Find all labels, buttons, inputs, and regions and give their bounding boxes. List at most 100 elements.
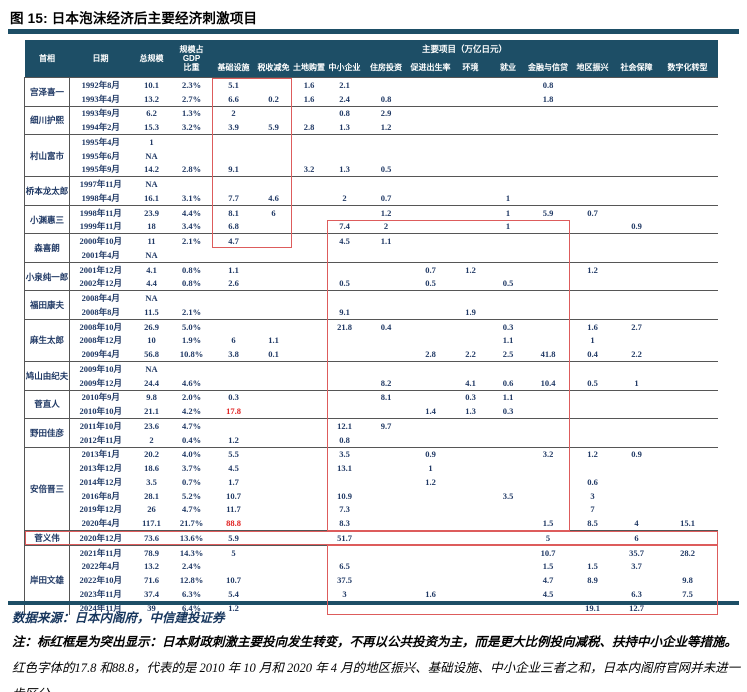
value-cell xyxy=(570,433,616,447)
date-cell: 2010年9月 xyxy=(69,389,132,405)
value-cell xyxy=(616,92,658,106)
col-header-gdp: 规模占GDP 比重 xyxy=(171,40,212,78)
value-cell: 2.6 xyxy=(228,278,239,289)
total-cell: 11 xyxy=(131,233,172,248)
col-header-main-items: 主要项目（万亿日元） xyxy=(211,40,718,58)
value-cell xyxy=(212,560,256,574)
value-cell xyxy=(410,92,452,106)
value-cell xyxy=(526,261,570,277)
total-cell: NA xyxy=(131,176,172,191)
value-cell: 10.7 xyxy=(226,490,241,501)
date-cell: 2016年8月 xyxy=(81,490,120,501)
value-cell xyxy=(212,305,256,319)
value-cell xyxy=(657,318,718,334)
gdp-cell xyxy=(171,360,212,376)
value-cell xyxy=(616,433,658,447)
total-cell: 20.2 xyxy=(131,446,172,462)
value-cell xyxy=(658,334,718,348)
value-cell xyxy=(362,360,410,376)
date-cell: 2009年12月 xyxy=(79,377,122,388)
value-cell: 2.9 xyxy=(362,105,410,121)
value-cell xyxy=(256,248,292,262)
value-cell xyxy=(570,191,616,205)
value-cell xyxy=(570,461,616,475)
value-cell xyxy=(363,404,410,418)
value-cell xyxy=(616,404,658,418)
value-cell xyxy=(570,305,616,319)
value-cell: 5.9 xyxy=(268,122,279,133)
value-cell xyxy=(291,417,327,433)
value-cell xyxy=(452,149,490,163)
table-row: 鸠山由纪夫 2009年10月 NA xyxy=(24,360,718,390)
value-cell xyxy=(255,530,292,546)
value-cell: 10.7 xyxy=(226,575,241,586)
value-cell xyxy=(570,163,616,177)
value-cell xyxy=(255,133,292,149)
value-cell: 4.5 xyxy=(228,463,239,474)
table-row: 2013年12月 18.6 3.7% 4.5 13.1 1 xyxy=(25,461,718,475)
total-cell: 4.1 xyxy=(131,261,172,277)
value-cell xyxy=(489,133,527,149)
value-cell xyxy=(489,360,527,376)
value-cell xyxy=(292,404,327,418)
value-cell: 1.8 xyxy=(542,93,554,104)
total-cell: 117.1 xyxy=(142,518,161,529)
value-cell: 19.1 xyxy=(585,602,600,613)
value-cell xyxy=(616,305,658,319)
gdp-cell: 4.7% xyxy=(181,504,202,515)
value-cell xyxy=(410,503,452,517)
gdp-cell: 2.8% xyxy=(181,164,202,175)
value-cell xyxy=(452,475,490,489)
pm-cell: 细川护熙 xyxy=(24,105,70,135)
value-cell: 7.3 xyxy=(339,504,350,515)
value-cell xyxy=(526,389,570,405)
value-cell xyxy=(489,76,527,92)
col-header-item: 基础设施 xyxy=(211,58,256,78)
table-row: 1994年2月 15.3 3.2% 3.9 5.9 2.8 1.3 1.2 xyxy=(25,120,718,134)
value-cell xyxy=(570,277,616,291)
table-row: 2012年11月 2 0.4% 1.2 0.8 xyxy=(25,433,718,447)
value-cell xyxy=(410,376,452,390)
value-cell: 11.7 xyxy=(226,504,241,515)
value-cell: 1.6 xyxy=(425,588,436,599)
value-cell xyxy=(327,404,363,418)
pm-cell: 宫泽喜一 xyxy=(24,77,70,106)
date-cell: 2000年10月 xyxy=(69,233,132,248)
value-cell xyxy=(256,587,292,601)
value-cell xyxy=(657,133,718,149)
value-cell: 1.3 xyxy=(339,164,350,175)
gdp-cell: 0.4% xyxy=(181,434,202,445)
value-cell: 1.1 xyxy=(489,389,527,405)
value-cell xyxy=(362,290,410,305)
value-cell xyxy=(657,261,718,277)
value-cell xyxy=(451,204,490,220)
value-cell xyxy=(527,120,570,134)
value-cell xyxy=(569,417,616,433)
value-cell xyxy=(616,120,658,134)
value-cell: 0.8 xyxy=(526,76,570,92)
value-cell xyxy=(256,475,292,489)
col-header-date: 日期 xyxy=(69,40,132,78)
value-cell xyxy=(452,163,490,177)
value-cell xyxy=(363,516,410,530)
value-cell xyxy=(570,220,616,234)
value-cell: 5.4 xyxy=(228,588,239,599)
value-cell xyxy=(291,318,327,334)
pm-cell: 福田康夫 xyxy=(24,290,70,320)
value-cell xyxy=(256,503,292,517)
value-cell: 1.3 xyxy=(465,406,476,417)
value-cell xyxy=(256,516,292,530)
value-cell xyxy=(212,248,256,262)
table-row: 野田佳彦 2011年10月 23.6 4.7% 12.1 9.7 xyxy=(24,417,718,447)
value-cell: 8.3 xyxy=(339,518,350,529)
value-cell xyxy=(292,149,327,163)
total-cell: 10.1 xyxy=(131,76,172,92)
value-cell xyxy=(489,233,527,248)
value-cell xyxy=(615,389,658,405)
value-cell: 1.1 xyxy=(502,335,514,346)
value-cell xyxy=(326,290,363,305)
value-cell: 1.3 xyxy=(339,122,350,133)
value-cell xyxy=(363,277,410,291)
date-cell: 2020年12月 xyxy=(69,530,132,546)
value-cell xyxy=(291,530,327,546)
